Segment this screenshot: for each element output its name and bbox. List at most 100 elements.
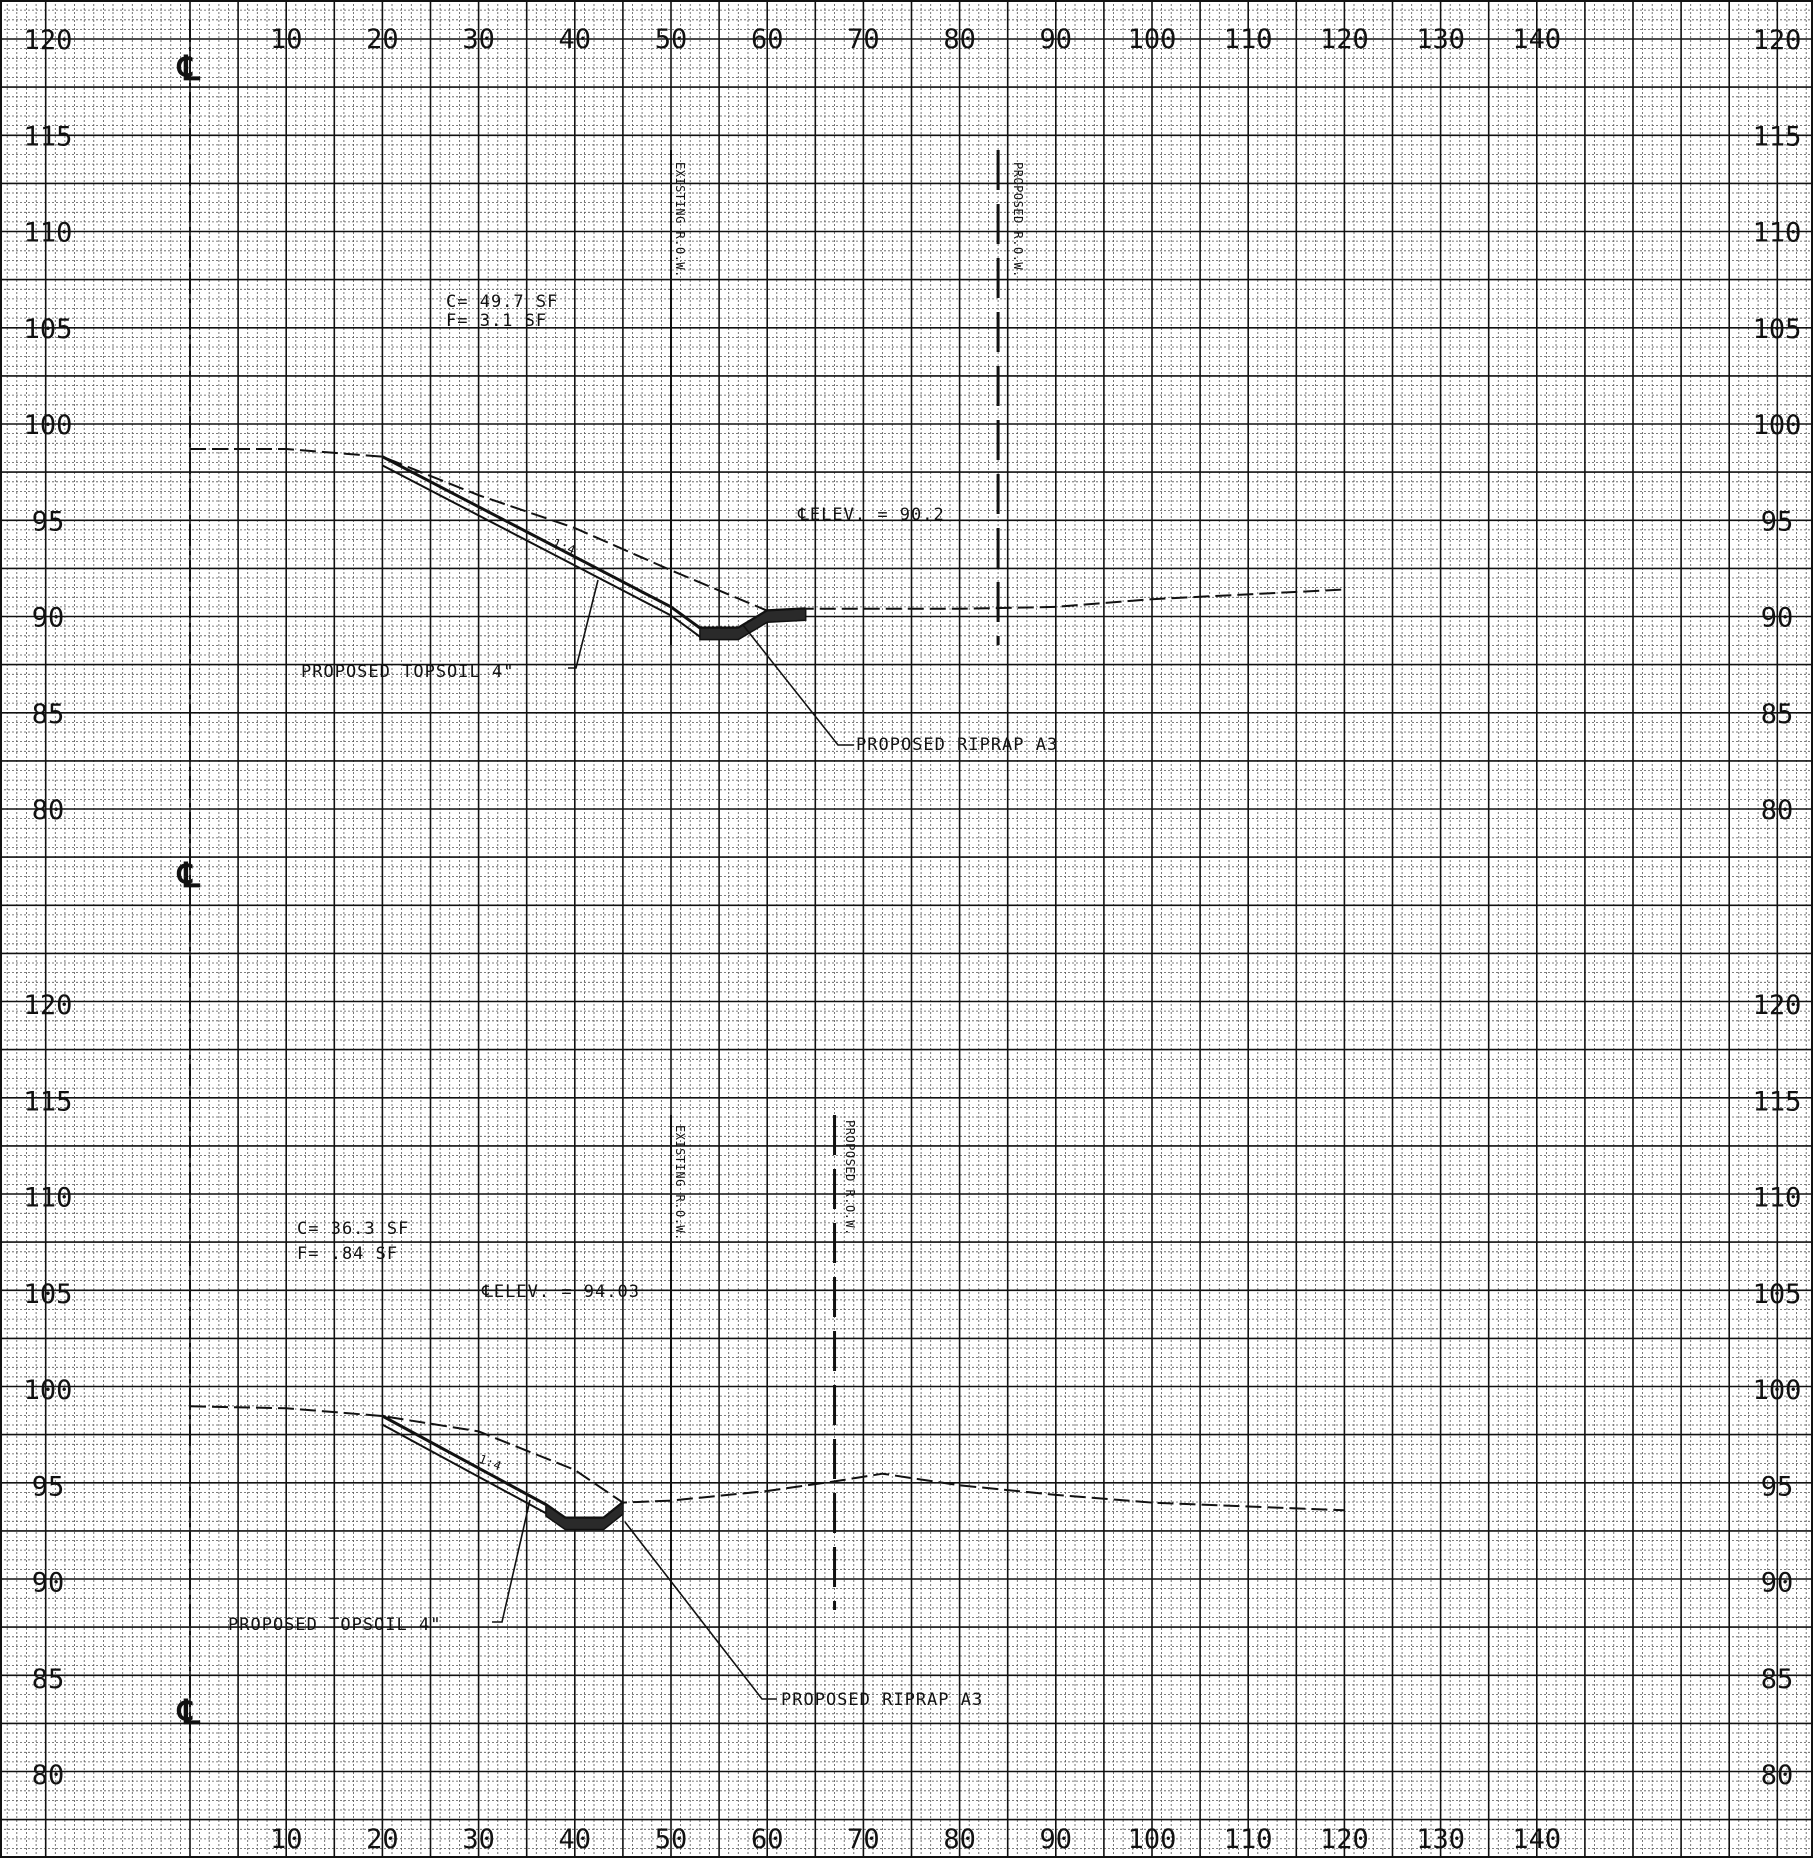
x-tick-label: 40 xyxy=(559,24,592,55)
lower-geometry xyxy=(189,1115,1345,1700)
y-tick-label: 90 xyxy=(32,603,65,634)
y-tick-label: 115 xyxy=(24,121,73,152)
y-tick-label: 115 xyxy=(24,1086,73,1117)
y-tick-label: 105 xyxy=(24,1279,73,1310)
y-axis-right: 120 115 110 105 100 95 90 85 80 120 115 110 105 100 95… xyxy=(1753,25,1802,1791)
centerline-symbol-3: ℄ xyxy=(176,1693,201,1733)
proposed-grade-line xyxy=(381,1414,624,1520)
y-tick-label: 80 xyxy=(32,795,65,826)
x-tick-label: 110 xyxy=(1224,1824,1273,1855)
upper-geometry xyxy=(190,150,1345,746)
y-tick-label: 105 xyxy=(24,314,73,345)
y-tick-label: 85 xyxy=(32,1664,65,1695)
x-tick-label: 70 xyxy=(847,1824,880,1855)
topsoil-callout: PROPOSED TOPSOIL 4" xyxy=(228,1615,441,1635)
riprap-fill xyxy=(699,608,807,641)
x-axis-bottom: 10 20 30 40 50 60 70 80 90 100 110 120 130 140 xyxy=(270,1824,1561,1855)
x-tick-label: 10 xyxy=(270,24,303,55)
x-tick-label: 120 xyxy=(1320,1824,1369,1855)
existing-row-label: EXISTING R.O.W. xyxy=(673,1125,687,1241)
y-tick-label: 80 xyxy=(1761,795,1794,826)
topsoil-leader xyxy=(568,579,599,669)
x-tick-label: 140 xyxy=(1512,1824,1561,1855)
x-tick-label: 120 xyxy=(1320,24,1369,55)
y-tick-label: 110 xyxy=(24,1183,73,1214)
cut-area-label: C= 36.3 SF xyxy=(297,1219,409,1239)
x-tick-label: 20 xyxy=(366,24,399,55)
centerline-symbol-2: ℄ xyxy=(176,856,201,896)
x-tick-label: 60 xyxy=(751,24,784,55)
x-tick-label: 10 xyxy=(270,1824,303,1855)
x-tick-label: 130 xyxy=(1416,24,1465,55)
y-tick-label: 80 xyxy=(32,1760,65,1791)
y-tick-label: 100 xyxy=(24,410,73,441)
y-tick-label: 90 xyxy=(32,1568,65,1599)
y-tick-label: 115 xyxy=(1753,1086,1802,1117)
x-tick-label: 140 xyxy=(1512,24,1561,55)
y-tick-label: 110 xyxy=(1753,218,1802,249)
riprap-leader xyxy=(742,624,854,746)
y-tick-label: 95 xyxy=(1761,506,1794,537)
topsoil-layer-line xyxy=(381,1423,624,1528)
y-tick-label: 110 xyxy=(1753,1183,1802,1214)
centerline-elevation-label: ℄ELEV. = 94.03 xyxy=(481,1282,640,1302)
topsoil-leader xyxy=(492,1499,531,1623)
y-tick-label: 115 xyxy=(1753,121,1802,152)
fill-area-label: F= .84 SF xyxy=(297,1244,398,1264)
x-tick-label: 130 xyxy=(1416,1824,1465,1855)
cut-area-label: C= 49.7 SF xyxy=(446,292,558,312)
y-tick-label: 80 xyxy=(1761,1760,1794,1791)
y-axis-left: 120 115 110 105 100 95 90 85 80 120 115 110 105 100 95… xyxy=(24,25,73,1791)
y-tick-label: 100 xyxy=(24,1375,73,1406)
x-tick-label: 50 xyxy=(655,24,688,55)
proposed-grade-line xyxy=(381,455,806,630)
y-tick-label: 95 xyxy=(1761,1471,1794,1502)
y-tick-label: 85 xyxy=(1761,1664,1794,1695)
proposed-row-label: PROPOSED R.O.W. xyxy=(1011,162,1025,278)
y-tick-label: 120 xyxy=(1753,25,1802,56)
y-tick-label: 95 xyxy=(32,1471,65,1502)
x-tick-label: 20 xyxy=(366,1824,399,1855)
y-tick-label: 105 xyxy=(1753,1279,1802,1310)
x-tick-label: 30 xyxy=(462,24,495,55)
x-tick-label: 80 xyxy=(943,1824,976,1855)
centerline-elevation-label: ℄ELEV. = 90.2 xyxy=(797,505,945,525)
y-tick-label: 85 xyxy=(1761,699,1794,730)
x-tick-label: 70 xyxy=(847,24,880,55)
x-tick-label: 80 xyxy=(943,24,976,55)
riprap-callout: PROPOSED RIPRAP A3 xyxy=(856,735,1058,755)
riprap-callout: PROPOSED RIPRAP A3 xyxy=(781,1690,983,1710)
y-tick-label: 105 xyxy=(1753,314,1802,345)
y-tick-label: 90 xyxy=(1761,603,1794,634)
section-lower: C= 36.3 SF F= .84 SF ℄ELEV. = 94.03 EXIS… xyxy=(189,1115,1345,1710)
section-upper: C= 49.7 SF F= 3.1 SF ℄ELEV. = 90.2 EXIST… xyxy=(190,150,1345,755)
proposed-row-label: PROPOSED R.O.W. xyxy=(843,1120,857,1236)
x-tick-label: 30 xyxy=(462,1824,495,1855)
existing-row-label: EXISTING R.O.W. xyxy=(673,162,687,278)
y-tick-label: 120 xyxy=(24,990,73,1021)
y-tick-label: 90 xyxy=(1761,1568,1794,1599)
x-tick-label: 90 xyxy=(1040,1824,1073,1855)
x-tick-label: 60 xyxy=(751,1824,784,1855)
riprap-fill xyxy=(545,1501,624,1531)
y-tick-label: 85 xyxy=(32,699,65,730)
x-axis-top: 10 20 30 40 50 60 70 80 90 100 110 120 130 140 xyxy=(270,24,1561,55)
topsoil-callout: PROPOSED TOPSOIL 4" xyxy=(301,662,514,682)
existing-ground-line xyxy=(189,1405,1345,1512)
y-tick-label: 120 xyxy=(1753,990,1802,1021)
fill-area-label: F= 3.1 SF xyxy=(446,311,547,331)
x-tick-label: 110 xyxy=(1224,24,1273,55)
riprap-leader xyxy=(624,1521,777,1700)
x-tick-label: 50 xyxy=(655,1824,688,1855)
existing-ground-line xyxy=(190,448,1345,612)
y-tick-label: 110 xyxy=(24,218,73,249)
axis-labels: 10 20 30 40 50 60 70 80 90 100 110 120 130 140 10 20 30… xyxy=(24,24,1802,1855)
y-tick-label: 100 xyxy=(1753,410,1802,441)
x-tick-label: 90 xyxy=(1040,24,1073,55)
x-tick-label: 40 xyxy=(559,1824,592,1855)
y-tick-label: 120 xyxy=(24,25,73,56)
